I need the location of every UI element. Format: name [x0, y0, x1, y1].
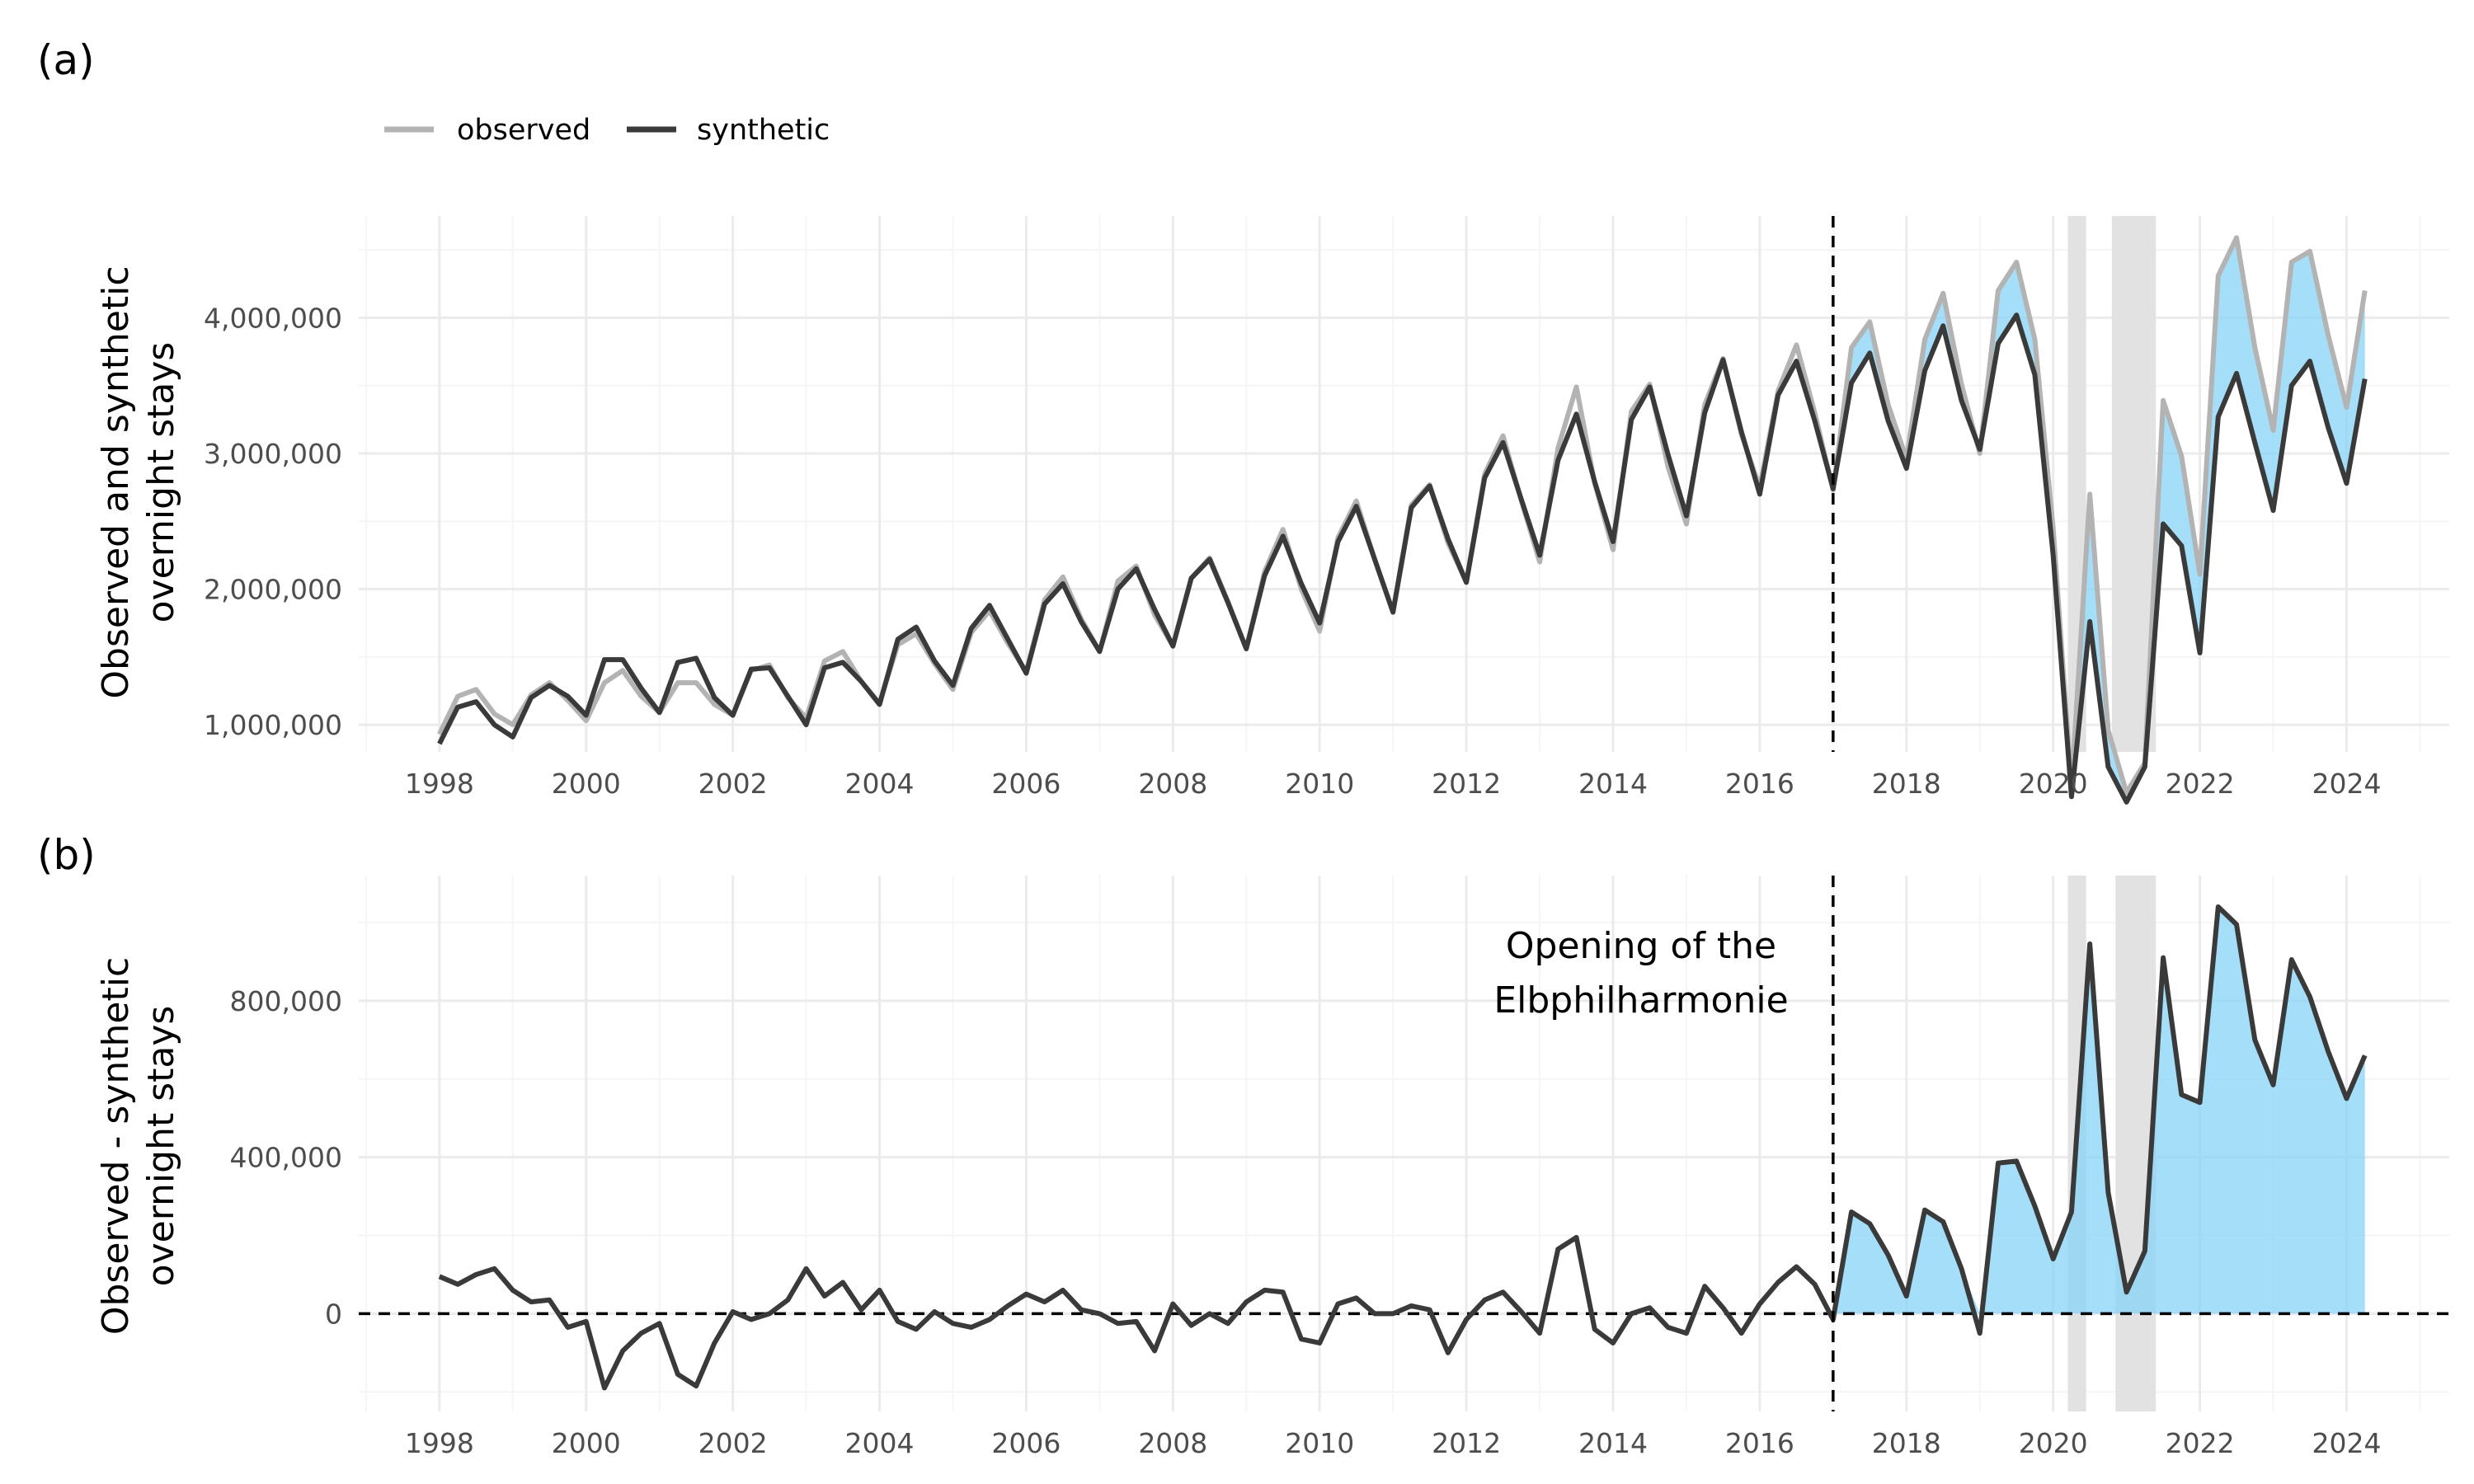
legend-observed-label: observed — [457, 114, 590, 147]
panel-b-ylabel-line2: overnight stays — [140, 1006, 182, 1287]
x-tick-label: 2024 — [2312, 1427, 2381, 1459]
panel-a-y-ticks: 1,000,000 2,000,000 3,000,000 4,000,000 — [204, 302, 342, 741]
panel-b-plot: 0 400,000 800,000 1998 2000 2002 2004 2006 2008… — [230, 876, 2449, 1459]
panel-b-grid — [359, 876, 2449, 1411]
x-tick-label: 2024 — [2312, 768, 2381, 800]
panel-a-series-lines — [437, 235, 2368, 805]
annotation-line1: Opening of the — [1506, 925, 1776, 967]
difference-line — [438, 904, 2368, 1391]
x-tick-label: 2022 — [2166, 1427, 2235, 1459]
y-tick-label: 400,000 — [230, 1142, 342, 1174]
legend-synthetic-label: synthetic — [697, 114, 830, 147]
y-tick-label: 0 — [325, 1298, 342, 1330]
synthetic-line — [437, 312, 2368, 805]
panel-a-plot: 1,000,000 2,000,000 3,000,000 4,000,000 199… — [204, 216, 2449, 805]
x-tick-label: 2014 — [1578, 768, 1648, 800]
x-tick-label: 2008 — [1138, 1427, 1207, 1459]
x-tick-label: 2020 — [2019, 768, 2088, 800]
panel-b-ylabel-line1: Observed - synthetic — [95, 957, 137, 1335]
y-tick-label: 800,000 — [230, 985, 342, 1017]
x-tick-label: 2016 — [1725, 768, 1794, 800]
panel-b-series-line — [438, 904, 2368, 1391]
panel-b-tag: (b) — [37, 831, 96, 879]
legend: observed synthetic — [384, 114, 830, 147]
x-tick-label: 2008 — [1138, 768, 1207, 800]
x-tick-label: 2020 — [2019, 1427, 2088, 1459]
x-tick-label: 2012 — [1432, 768, 1501, 800]
panel-b-x-ticks: 1998 2000 2002 2004 2006 2008 2010 2012 2014 2016… — [405, 1427, 2382, 1459]
x-tick-label: 2012 — [1432, 1427, 1501, 1459]
x-tick-label: 2004 — [845, 1427, 915, 1459]
x-tick-label: 2006 — [991, 768, 1061, 800]
annotation-line2: Elbphilharmonie — [1493, 979, 1788, 1021]
y-tick-label: 3,000,000 — [204, 438, 342, 470]
panel-b-gap-fill — [1832, 906, 2365, 1314]
x-tick-label: 2000 — [552, 768, 621, 800]
x-tick-label: 1998 — [405, 768, 474, 800]
x-tick-label: 2022 — [2166, 768, 2235, 800]
x-tick-label: 2014 — [1578, 1427, 1648, 1459]
panel-b-y-ticks: 0 400,000 800,000 — [230, 985, 342, 1331]
x-tick-label: 2010 — [1285, 768, 1354, 800]
x-tick-label: 2016 — [1725, 1427, 1794, 1459]
gap-area — [1832, 906, 2365, 1314]
panel-a-ylabel-line1: Observed and synthetic — [95, 265, 137, 698]
panel-a-tag: (a) — [37, 36, 95, 84]
panel-a-ylabel-line2: overnight stays — [140, 342, 182, 623]
panel-a-x-ticks: 1998 2000 2002 2004 2006 2008 2010 2012 2014 2016… — [405, 768, 2382, 800]
x-tick-label: 1998 — [405, 1427, 474, 1459]
y-tick-label: 4,000,000 — [204, 302, 342, 334]
x-tick-label: 2018 — [1872, 768, 1941, 800]
x-tick-label: 2010 — [1285, 1427, 1354, 1459]
x-tick-label: 2004 — [845, 768, 915, 800]
x-tick-label: 2018 — [1872, 1427, 1941, 1459]
y-tick-label: 1,000,000 — [204, 709, 342, 741]
x-tick-label: 2000 — [552, 1427, 621, 1459]
x-tick-label: 2006 — [991, 1427, 1061, 1459]
x-tick-label: 2002 — [698, 768, 768, 800]
y-tick-label: 2,000,000 — [204, 574, 342, 606]
x-tick-label: 2002 — [698, 1427, 768, 1459]
